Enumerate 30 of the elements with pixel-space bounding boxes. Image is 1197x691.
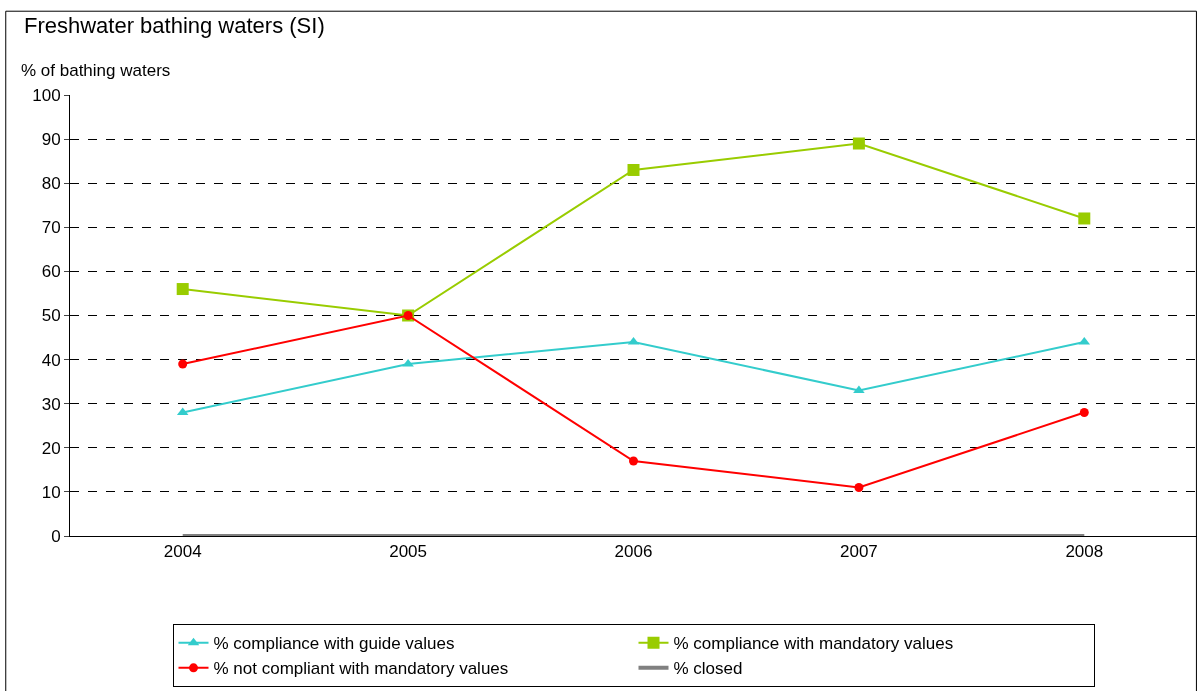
- point: [1078, 212, 1091, 225]
- y-tick-label: 20: [41, 438, 61, 458]
- y-tick-label: 70: [41, 218, 61, 238]
- point: [627, 163, 640, 176]
- legend-label: % compliance with guide values: [213, 634, 455, 654]
- y-tick-label: 60: [41, 262, 61, 282]
- point: [629, 456, 638, 466]
- point: [854, 482, 864, 492]
- x-tick-label: 2007: [839, 542, 878, 562]
- y-tick-label: 50: [41, 306, 61, 326]
- y-tick-label: 0: [51, 526, 61, 546]
- legend-label: % compliance with mandatory values: [673, 634, 954, 654]
- x-tick-label: 2008: [1065, 542, 1104, 562]
- legend-label: % closed: [673, 659, 743, 679]
- y-axis-title: % of bathing waters: [21, 61, 171, 80]
- x-tick-label: 2005: [389, 542, 428, 562]
- chart-title: Freshwater bathing waters (SI): [23, 12, 325, 38]
- y-tick-label: 100: [32, 85, 61, 105]
- y-tick-label: 80: [41, 174, 61, 194]
- x-tick-label: 2006: [614, 542, 653, 562]
- y-tick-label: 40: [41, 350, 61, 370]
- y-tick-label: 30: [41, 394, 61, 414]
- point: [852, 137, 865, 150]
- y-tick-label: 10: [41, 482, 61, 502]
- x-tick-label: 2004: [163, 542, 202, 562]
- point: [178, 359, 188, 369]
- legend-label: % not compliant with mandatory values: [213, 659, 509, 679]
- point: [1079, 408, 1089, 418]
- point: [176, 283, 189, 296]
- y-tick-label: 90: [41, 130, 61, 150]
